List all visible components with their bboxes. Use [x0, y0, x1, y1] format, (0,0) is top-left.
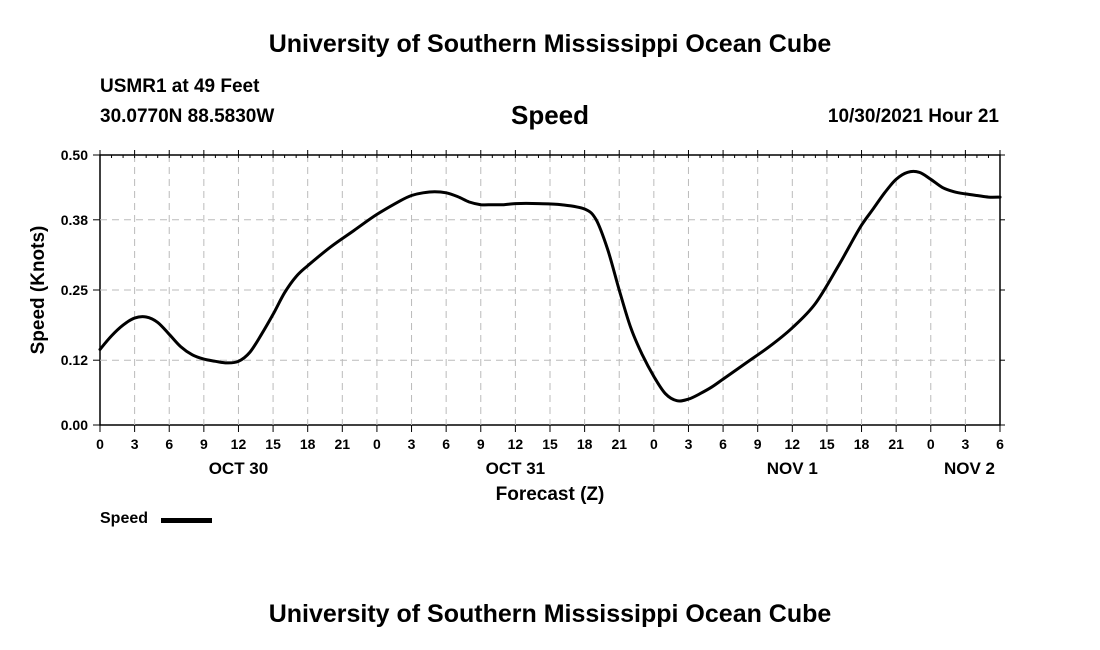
x-tick-label: 3	[961, 436, 969, 452]
x-tick-label: 6	[442, 436, 450, 452]
x-axis-label: Forecast (Z)	[496, 484, 605, 505]
grid	[100, 155, 1000, 425]
x-tick-label: 0	[96, 436, 104, 452]
station-coordinates: 30.0770N 88.5830W	[100, 106, 275, 127]
x-tick-label: 9	[200, 436, 208, 452]
x-tick-label: 15	[542, 436, 558, 452]
chart-title-top: University of Southern Mississippi Ocean…	[268, 30, 832, 58]
station-label: USMR1 at 49 Feet	[100, 76, 260, 97]
x-tick-label: 12	[231, 436, 247, 452]
y-tick-label: 0.25	[61, 282, 88, 298]
x-tick-label: 6	[165, 436, 173, 452]
x-tick-label: 3	[685, 436, 693, 452]
x-tick-label: 0	[927, 436, 935, 452]
y-tick-label: 0.00	[61, 417, 88, 433]
legend-label: Speed	[100, 510, 149, 527]
date-label: NOV 1	[767, 459, 818, 478]
chart-title-bottom: University of Southern Mississippi Ocean…	[268, 600, 832, 628]
legend-swatch	[161, 518, 212, 523]
date-label: NOV 2	[944, 459, 995, 478]
x-tick-label: 3	[408, 436, 416, 452]
x-tick-label: 21	[611, 436, 627, 452]
date-label: OCT 31	[486, 459, 546, 478]
x-tick-label: 18	[854, 436, 870, 452]
x-tick-label: 9	[754, 436, 762, 452]
forecast-datetime: 10/30/2021 Hour 21	[827, 106, 999, 127]
x-tick-label: 0	[373, 436, 381, 452]
series-layer	[98, 169, 1002, 403]
x-tick-label: 9	[477, 436, 485, 452]
parameter-title: Speed	[510, 100, 590, 130]
x-tick-label: 12	[508, 436, 524, 452]
x-tick-label: 21	[888, 436, 904, 452]
x-tick-label: 15	[265, 436, 281, 452]
x-tick-label: 12	[785, 436, 801, 452]
x-tick-label: 18	[300, 436, 316, 452]
y-axis-label: Speed (Knots)	[28, 226, 49, 355]
axis-ticks: 0 3 6 9 12 15 18 21 0 3 6 9 12 15 18 21 0 3 6 9 12 15 18 21 0 3 6 0…	[61, 147, 1005, 478]
x-tick-label: 21	[335, 436, 351, 452]
x-tick-label: 6	[719, 436, 727, 452]
speed-series-line	[98, 169, 1002, 403]
x-tick-label: 15	[819, 436, 835, 452]
y-tick-label: 0.12	[61, 352, 88, 368]
y-tick-label: 0.38	[61, 212, 88, 228]
x-tick-label: 0	[650, 436, 658, 452]
y-tick-label: 0.50	[61, 147, 88, 163]
date-label: OCT 30	[209, 459, 269, 478]
x-tick-label: 18	[577, 436, 593, 452]
x-tick-label: 6	[996, 436, 1004, 452]
x-tick-label: 3	[131, 436, 139, 452]
